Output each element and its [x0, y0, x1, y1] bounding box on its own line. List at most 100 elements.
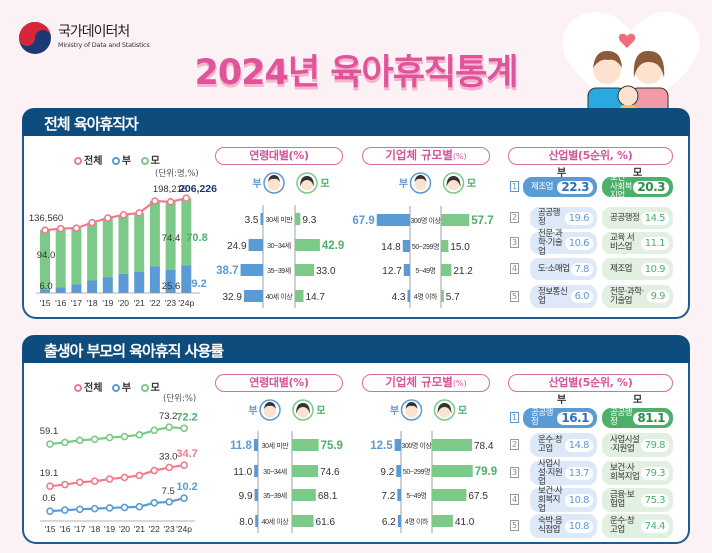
government-logo: [19, 22, 51, 54]
industry-value: 19.6: [564, 211, 593, 225]
line-total: [44, 197, 187, 232]
point: [76, 505, 84, 514]
bar-father: [397, 489, 401, 501]
bar-mother: [432, 489, 467, 501]
category-label: 30~34세: [263, 467, 287, 476]
point: [46, 507, 54, 515]
legend-2: 전체 부 모: [68, 379, 160, 394]
data-label: 34.7: [176, 448, 197, 460]
x-tick-label: '23: [165, 298, 176, 308]
line-series: [49, 426, 185, 446]
father-value: 24.9: [227, 241, 247, 252]
rank-number: 2: [510, 439, 519, 450]
category-label: 35~39세: [267, 266, 291, 275]
industry-name: 제조업: [610, 263, 632, 274]
father-value: 32.9: [222, 292, 242, 303]
line-series: [49, 464, 185, 488]
father-value: 12.5: [370, 440, 393, 452]
mother-label: 모: [316, 405, 325, 417]
industry-value: 75.3: [640, 493, 669, 507]
data-label: 198,218: [153, 184, 187, 195]
industry-value: 6.0: [570, 290, 593, 303]
industry-name: 공공행정: [538, 208, 560, 227]
bar-father: [248, 239, 263, 251]
point: [46, 482, 54, 491]
father-industry-item: 보건·사회복지업 10.8: [530, 486, 597, 513]
industry-value: 14.8: [564, 438, 593, 452]
point-total: [135, 209, 143, 217]
point: [180, 494, 188, 503]
mother-value: 21.2: [453, 266, 473, 277]
bar-father: [407, 290, 410, 302]
bar-father: [376, 214, 410, 226]
mother-industry-item: 운수·창고업 74.4: [602, 514, 673, 538]
bar-mother: [432, 515, 453, 527]
x-tick-label: '23: [164, 524, 175, 534]
mother-industry-item: 전문·과학·기술업 9.9: [602, 285, 673, 308]
x-tick-label: '16: [55, 298, 66, 308]
face-skin: [405, 405, 418, 418]
bar-mother: [295, 239, 320, 251]
father-industry-item: 공공행정 16.1: [523, 408, 597, 428]
section-2-header: 출생아 부모의 육아휴직 사용률: [22, 335, 690, 363]
mother-value: 78.4: [474, 441, 494, 452]
bar-father: [396, 465, 401, 477]
bar-mother: [441, 290, 444, 302]
legend-father: 부: [121, 156, 132, 167]
point: [120, 503, 129, 512]
data-label: 25.6: [162, 281, 181, 292]
father-label: 부: [399, 178, 408, 190]
point: [180, 461, 188, 469]
mother-value: 79.9: [475, 466, 497, 478]
section-1-header: 전체 육아휴직자: [22, 108, 690, 136]
bar-father: [254, 489, 258, 501]
mother-value: 42.9: [322, 240, 344, 252]
bar-mother: [165, 201, 176, 270]
father-value: 9.9: [239, 491, 253, 502]
face-hair: [405, 402, 418, 409]
legend-mother: 모: [150, 383, 160, 394]
rank-number: 4: [510, 263, 519, 274]
point: [90, 435, 99, 444]
rank-number: 1: [510, 412, 519, 423]
bar-father: [181, 265, 192, 293]
point-total: [104, 214, 112, 222]
bar-mother: [432, 439, 472, 451]
legend-father-marker: [111, 157, 120, 165]
age-title-text: 연령대별(%): [249, 149, 309, 162]
age-chart-title: 연령대별(%): [215, 147, 343, 165]
industry-mother-col: 모: [633, 168, 643, 179]
mother-industry-item: 공공행정 14.5: [602, 207, 673, 229]
bar-mother: [292, 439, 319, 451]
father-value: 38.7: [216, 265, 238, 277]
legend-mother: 모: [150, 156, 160, 167]
mother-industry-item: 금융·보험업 75.3: [602, 488, 673, 512]
heart-icon: [618, 33, 636, 48]
legend-mother-marker: [140, 157, 149, 165]
data-label: 70.8: [186, 232, 207, 244]
face-hair: [296, 403, 310, 414]
category-label: 50~299명: [412, 242, 439, 251]
legend-total-marker: [74, 384, 82, 392]
father-value: 7.2: [381, 491, 395, 502]
point: [120, 473, 129, 482]
industry-value: 11.1: [640, 236, 669, 250]
family-illustration: [562, 12, 700, 119]
rank-number: 5: [510, 290, 519, 302]
legend-total: 전체: [84, 156, 103, 167]
point: [61, 480, 69, 489]
point: [61, 506, 69, 514]
mother-label: 모: [458, 405, 467, 417]
x-tick-label: '17: [71, 298, 82, 308]
bar-mother: [118, 214, 129, 274]
legend-total-marker: [74, 157, 82, 165]
data-label: 136,560: [29, 213, 63, 224]
industry-father-col: 부: [557, 395, 567, 406]
legend-father: 부: [121, 383, 132, 394]
father-value: 3.5: [245, 215, 259, 226]
industry-name: 운수·창고업: [538, 435, 563, 454]
category-label: 40세 이상: [262, 517, 290, 526]
data-label: 74.4: [162, 233, 181, 244]
industry-name: 교육 서비스업: [610, 233, 635, 252]
mother-value: 68.1: [318, 491, 338, 502]
